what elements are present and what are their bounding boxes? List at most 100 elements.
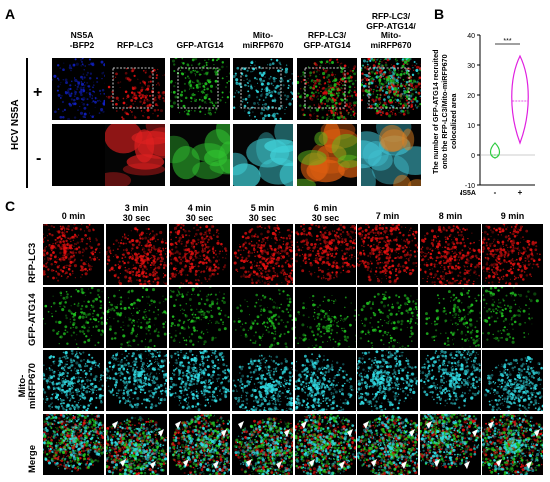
panel-a-image-r0-c4 — [297, 58, 357, 120]
timelapse-image-r0-c1 — [106, 224, 167, 285]
arrowhead-marker — [472, 429, 478, 437]
arrowhead-marker — [238, 421, 244, 429]
timelapse-image-r2-c4 — [295, 350, 356, 411]
arrowhead-marker — [363, 421, 369, 429]
y-tick-label-1: 0 — [471, 153, 475, 160]
timelapse-image-r1-c2 — [169, 287, 230, 348]
arrowhead-marker — [426, 421, 432, 429]
arrowhead-marker — [158, 429, 164, 437]
panel-a-letter: A — [5, 6, 16, 22]
timelapse-image-r0-c6 — [420, 224, 481, 285]
panel-a-header-5: RFP-LC3/GFP-ATG14/Mito-miRFP670 — [366, 11, 416, 50]
time-header-3: 5 min 30 sec — [248, 203, 277, 223]
arrowhead-marker — [213, 461, 219, 469]
panel-a-header-2: GFP-ATG14 — [176, 39, 224, 50]
timelapse-image-r0-c2 — [169, 224, 230, 285]
y-tick-label-3: 20 — [467, 93, 475, 100]
row-label-0: RFP-LC3 — [27, 242, 38, 283]
arrowhead-marker — [150, 461, 156, 469]
timelapse-image-r1-c6 — [420, 287, 481, 348]
arrowhead-marker — [434, 459, 440, 467]
timelapse-image-r2-c6 — [420, 350, 481, 411]
x-category-label-1: + — [518, 188, 523, 197]
timelapse-image-r1-c3 — [232, 287, 293, 348]
timelapse-image-r2-c1 — [106, 350, 167, 411]
timelapse-image-r1-c1 — [106, 287, 167, 348]
panel-a-image-r0-c2 — [170, 58, 230, 120]
panel-a-row-minus: - — [36, 150, 42, 167]
y-tick-label-2: 10 — [467, 123, 475, 130]
panel-a-image-r0-c1 — [105, 58, 165, 120]
violin-chart: -10 0 10 20 30 40 - + *** HCV NS5A — [460, 33, 535, 197]
timelapse-image-r3-c2 — [169, 414, 230, 475]
timelapse-image-r2-c5 — [357, 350, 418, 411]
panel-a-image-r1-c4 — [297, 124, 357, 186]
timelapse-image-r3-c7 — [482, 414, 543, 475]
panel-a-image-r1-c3 — [233, 124, 293, 186]
timelapse-image-r0-c0 — [43, 224, 104, 285]
timelapse-image-r3-c3 — [232, 414, 293, 475]
arrowhead-marker — [301, 421, 307, 429]
row-label-3: Merge — [27, 444, 38, 473]
timelapse-image-r0-c3 — [232, 224, 293, 285]
row-label-2: Mito-miRFP670 — [17, 362, 38, 409]
y-tick-label-0: -10 — [465, 183, 475, 190]
violin-1 — [511, 54, 529, 145]
ylabel-line-2: onto the RFP-LC3/Mito-miRFP670 — [440, 54, 449, 169]
y-tick-label-4: 30 — [467, 63, 475, 70]
time-header-6: 8 min — [438, 211, 463, 221]
time-header-7: 9 min — [500, 211, 525, 221]
arrowhead-marker — [276, 461, 282, 469]
arrowhead-marker — [464, 461, 470, 469]
timelapse-image-r3-c6 — [420, 414, 481, 475]
arrowhead-marker — [112, 421, 118, 429]
timelapse-image-r3-c0 — [43, 414, 104, 475]
timelapse-image-r3-c1 — [106, 414, 167, 475]
arrowhead-marker — [221, 429, 227, 437]
time-header-4: 6 min 30 sec — [311, 203, 340, 223]
timelapse-image-r1-c5 — [357, 287, 418, 348]
timelapse-image-r2-c2 — [169, 350, 230, 411]
arrowhead-marker — [496, 459, 502, 467]
panel-a-image-r0-c0 — [52, 58, 112, 120]
arrowhead-marker — [534, 429, 540, 437]
panel-a-group-label: HCV NS5A — [10, 99, 21, 150]
timelapse-image-r1-c0 — [43, 287, 104, 348]
ylabel-line-3: colocalized area — [449, 92, 458, 149]
timelapse-image-r0-c7 — [482, 224, 543, 285]
time-header-1: 3 min 30 sec — [122, 203, 151, 223]
panel-a-image-r0-c5 — [361, 58, 421, 120]
arrowhead-marker — [309, 459, 315, 467]
arrowhead-marker — [347, 429, 353, 437]
panel-a-header-0: NS5A -BFP2 — [69, 30, 95, 50]
timelapse-image-r0-c4 — [295, 224, 356, 285]
x-category-label-0: - — [494, 188, 497, 197]
panel-a-image-r1-c0 — [52, 124, 112, 186]
x-axis-label: HCV NS5A — [460, 190, 476, 197]
timelapse-image-r3-c4 — [295, 414, 356, 475]
timelapse-image-r2-c3 — [232, 350, 293, 411]
time-header-5: 7 min — [375, 211, 400, 221]
panel-a-image-r1-c2 — [170, 124, 230, 186]
panel-a-group-bracket — [26, 58, 28, 188]
panel-a-header-3: Mito-miRFP670 — [242, 30, 284, 50]
arrowhead-marker — [120, 459, 126, 467]
arrowhead-marker — [183, 459, 189, 467]
panel-a-header-4: RFP-LC3/GFP-ATG14 — [303, 30, 351, 50]
timelapse-image-r1-c4 — [295, 287, 356, 348]
y-tick-label-5: 40 — [467, 33, 475, 40]
panel-c-letter: C — [5, 198, 16, 214]
panel-a-image-r0-c3 — [233, 58, 293, 120]
timelapse-image-r3-c5 — [357, 414, 418, 475]
panel-a-image-r1-c1 — [105, 124, 165, 186]
timelapse-image-r1-c7 — [482, 287, 543, 348]
arrowhead-marker — [526, 461, 532, 469]
ylabel-line-1: The number of GFP-ATG14 recruited — [431, 50, 440, 174]
arrowhead-marker — [401, 461, 407, 469]
time-header-2: 4 min 30 sec — [185, 203, 214, 223]
panel-b-letter: B — [434, 6, 445, 22]
timelapse-image-r2-c7 — [482, 350, 543, 411]
panel-a-header-1: RFP-LC3 — [117, 39, 153, 50]
significance-label: *** — [503, 38, 511, 45]
timelapse-image-r0-c5 — [357, 224, 418, 285]
